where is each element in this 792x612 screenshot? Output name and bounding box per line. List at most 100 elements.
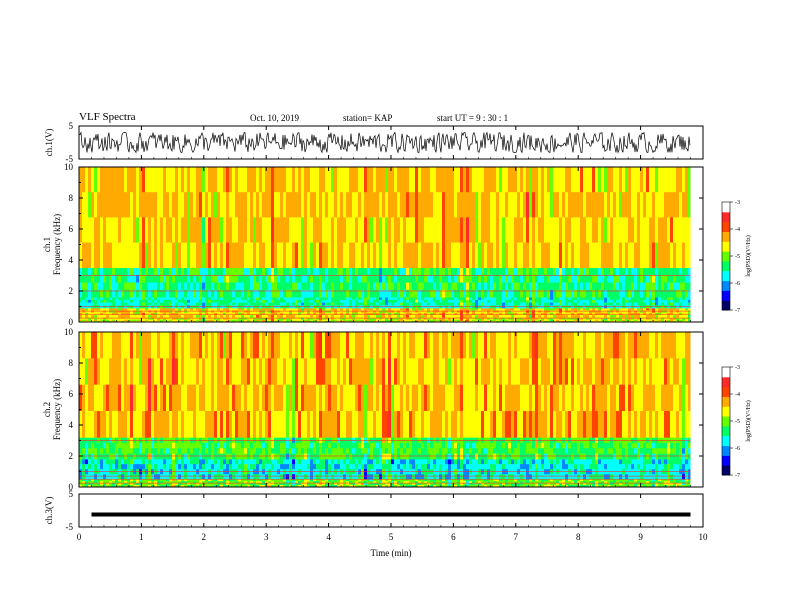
spectrogram-cell bbox=[325, 192, 329, 218]
spectrogram-cell bbox=[298, 167, 302, 193]
spectrogram-cell bbox=[142, 459, 146, 465]
spectrogram-cell bbox=[259, 282, 263, 291]
spectrogram-cell bbox=[514, 308, 518, 311]
spectrogram-cell bbox=[379, 310, 383, 314]
spectrogram-cell bbox=[424, 289, 428, 298]
spectrogram-cell bbox=[457, 308, 461, 311]
spectrogram-cell bbox=[172, 267, 176, 276]
spectrogram-cell bbox=[511, 267, 515, 276]
spectrogram-cell bbox=[286, 319, 290, 322]
spectrogram-cell bbox=[406, 217, 410, 243]
spectrogram-cell bbox=[634, 217, 638, 243]
spectrogram-cell bbox=[241, 267, 245, 276]
spectrogram-cell bbox=[106, 297, 110, 301]
spectrogram-cell bbox=[238, 464, 242, 470]
spectrogram-cell bbox=[619, 282, 623, 291]
spectrogram-cell bbox=[100, 315, 104, 318]
spectrogram-cell bbox=[376, 242, 380, 269]
spectrogram-cell bbox=[118, 282, 122, 291]
spectrogram-cell bbox=[142, 411, 146, 438]
spectrogram-cell bbox=[151, 485, 155, 488]
spectrogram-cell bbox=[463, 167, 467, 193]
spectrogram-cell bbox=[322, 289, 326, 298]
spectrogram-cell bbox=[484, 275, 488, 283]
spectrogram-cell bbox=[427, 217, 431, 243]
spectrogram-cell bbox=[130, 479, 134, 482]
spectrogram-cell bbox=[490, 302, 494, 306]
spectrogram-cell bbox=[562, 167, 566, 193]
spectrogram-cell bbox=[106, 332, 110, 359]
spectrogram-cell bbox=[223, 358, 227, 385]
spectrogram-cell bbox=[406, 167, 410, 193]
spectrogram-cell bbox=[481, 297, 485, 301]
spectrogram-cell bbox=[457, 299, 461, 303]
spectrogram-cell bbox=[307, 299, 311, 303]
spectrogram-cell bbox=[505, 192, 509, 218]
spectrogram-cell bbox=[121, 481, 125, 484]
colorbar-tick-label: -3 bbox=[735, 200, 740, 206]
spectrogram-cell bbox=[202, 289, 206, 298]
spectrogram-cell bbox=[157, 448, 161, 454]
spectrogram-cell bbox=[637, 282, 641, 291]
spectrogram-cell bbox=[526, 267, 530, 276]
spectrogram-cell bbox=[328, 299, 332, 303]
spectrogram-cell bbox=[250, 192, 254, 218]
spectrogram-cell bbox=[571, 319, 575, 322]
spectrogram-cell bbox=[544, 192, 548, 218]
spectrogram-cell bbox=[211, 485, 215, 488]
spectrogram-cell bbox=[562, 310, 566, 314]
spectrogram-cell bbox=[88, 308, 92, 311]
spectrogram-cell bbox=[613, 275, 617, 283]
spectrogram-cell bbox=[499, 217, 503, 243]
spectrogram-cell bbox=[151, 167, 155, 193]
spectrogram-cell bbox=[640, 267, 644, 276]
spectrogram-cell bbox=[130, 319, 134, 322]
spectrogram-cell bbox=[181, 267, 185, 276]
spectrogram-cell bbox=[256, 275, 260, 283]
spectrogram-cell bbox=[178, 308, 182, 311]
spectrogram-cell bbox=[373, 318, 377, 320]
spectrogram-cell bbox=[193, 474, 197, 480]
spectrogram-cell bbox=[172, 302, 176, 306]
spectrogram-cell bbox=[517, 319, 521, 322]
figure-title: VLF Spectra bbox=[79, 111, 136, 123]
spectrogram-cell bbox=[169, 275, 173, 283]
spectrogram-cell bbox=[160, 315, 164, 318]
spectrogram-cell bbox=[520, 242, 524, 269]
spectrogram-cell bbox=[133, 384, 137, 412]
spectrogram-cell bbox=[622, 302, 626, 306]
spectrogram-cell bbox=[139, 319, 143, 322]
spectrogram-cell bbox=[478, 217, 482, 243]
spectrogram-cell bbox=[667, 302, 671, 306]
spectrogram-cell bbox=[670, 192, 674, 218]
spectrogram-cell bbox=[511, 167, 515, 193]
spectrogram-cell bbox=[472, 315, 476, 318]
spectrogram-cell bbox=[337, 299, 341, 303]
spectrogram-cell bbox=[388, 297, 392, 301]
spectrogram-cell bbox=[217, 319, 221, 322]
spectrogram-cell bbox=[205, 275, 209, 283]
spectrogram-cell bbox=[283, 297, 287, 301]
spectrogram-cell bbox=[262, 289, 266, 298]
spectrogram-cell bbox=[160, 479, 164, 482]
spectrogram-cell bbox=[352, 242, 356, 269]
spectrogram-cell bbox=[289, 242, 293, 269]
spectrogram-cell bbox=[106, 299, 110, 303]
spectrogram-cell bbox=[205, 442, 209, 449]
spectrogram-cell bbox=[91, 442, 95, 449]
spectrogram-cell bbox=[310, 242, 314, 269]
spectrogram-cell bbox=[214, 297, 218, 301]
spectrogram-cell bbox=[193, 267, 197, 276]
spectrogram-cell bbox=[526, 167, 530, 193]
spectrogram-cell bbox=[142, 302, 146, 306]
spectrogram-cell bbox=[220, 384, 224, 412]
spectrogram-cell bbox=[532, 318, 536, 320]
spectrogram-cell bbox=[667, 282, 671, 291]
spectrogram-cell bbox=[427, 275, 431, 283]
spectrogram-cell bbox=[289, 289, 293, 298]
spectrogram-cell bbox=[226, 242, 230, 269]
spectrogram-cell bbox=[184, 167, 188, 193]
spectrogram-cell bbox=[448, 297, 452, 301]
spectrogram-cell bbox=[481, 217, 485, 243]
spectrogram-cell bbox=[307, 319, 311, 322]
